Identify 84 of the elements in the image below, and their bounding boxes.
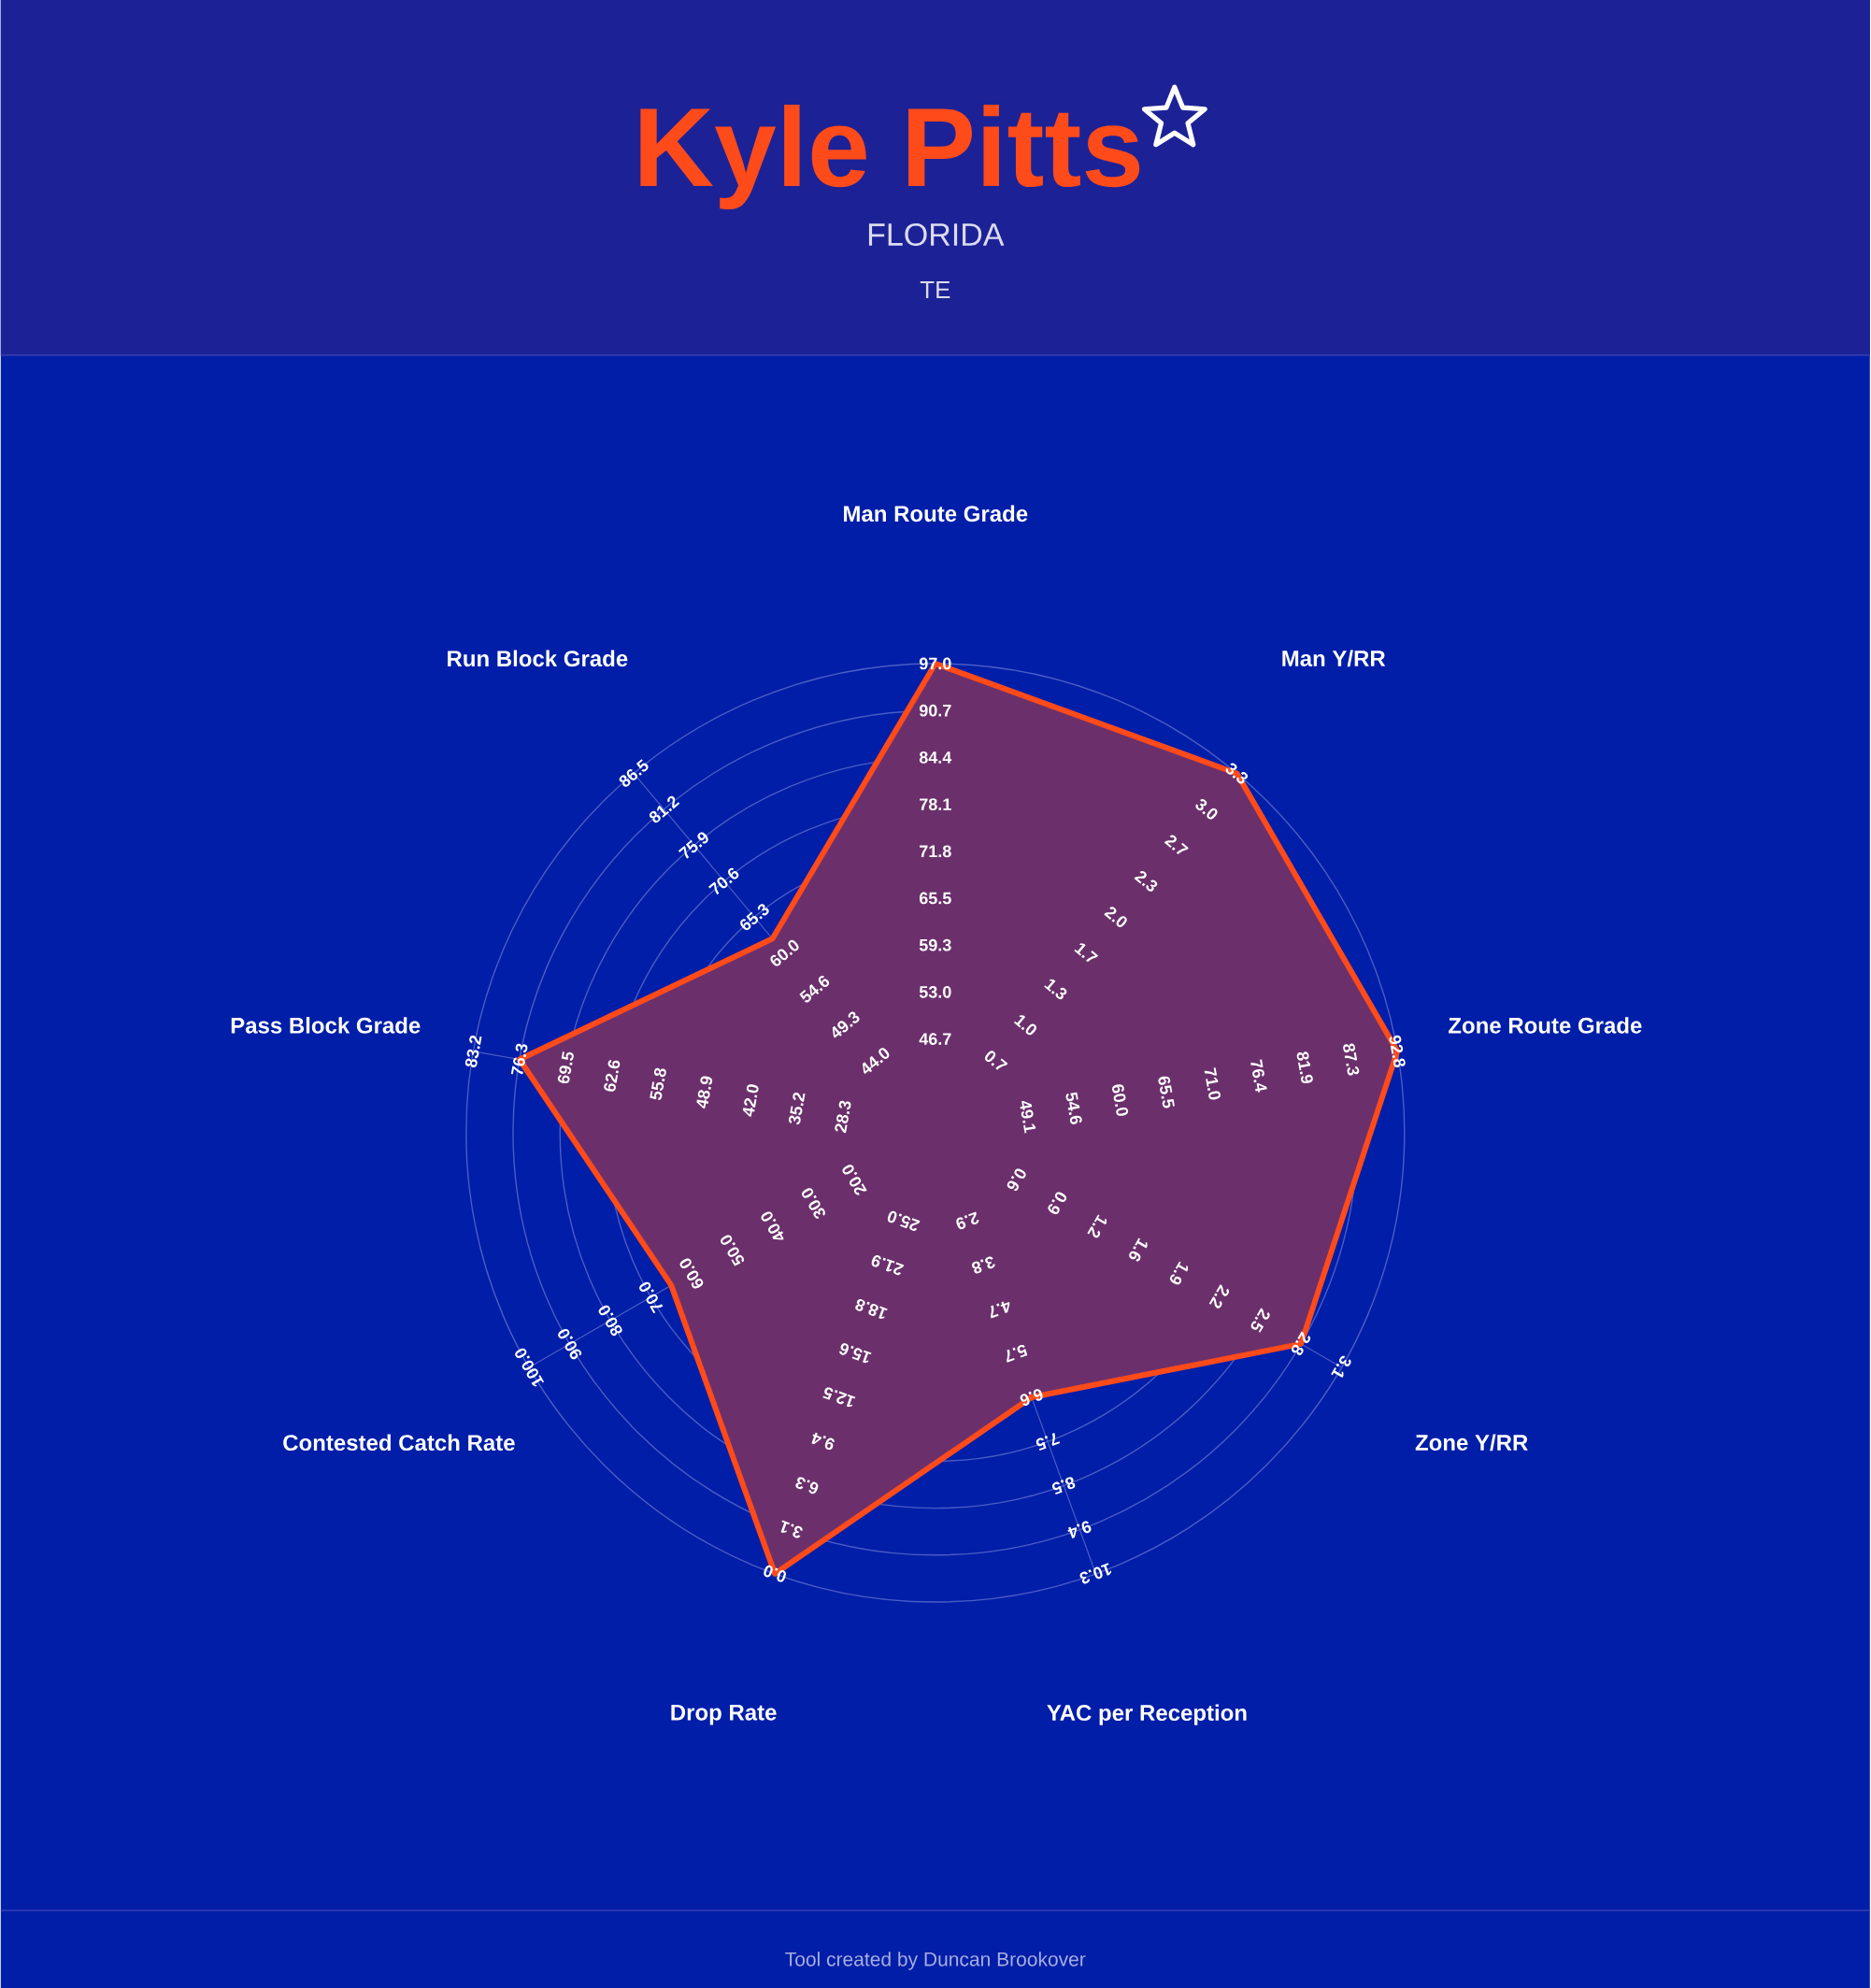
text: 86.5 [619,759,649,787]
text: 71.0 [1204,1067,1221,1100]
text: 90.7 [920,704,951,717]
text: 71.8 [920,845,951,858]
text: 2.0 [1104,907,1127,927]
text: Tool created by Duncan Brookover [785,1952,1086,1970]
text: 65.5 [920,892,952,905]
text: 62.6 [604,1060,621,1092]
text: 54.6 [799,976,830,1003]
text: 75.9 [678,832,708,859]
spoke-label: Zone Y/RR [1415,1434,1529,1452]
text: 84.4 [920,751,952,764]
text: 3.0 [1195,798,1218,820]
text: 0.7 [985,1051,1008,1070]
text: TE [920,281,950,298]
text: 2.7 [1164,835,1190,855]
text: 3.3 [1225,763,1249,784]
text: 4.7 [991,1301,1010,1319]
text: 53.0 [920,985,951,998]
text: 3.1 [780,1520,803,1538]
text: 49.3 [833,1011,860,1038]
text: 48.9 [696,1076,713,1109]
text: 46.7 [919,1033,951,1045]
text: 18.8 [855,1298,888,1320]
text: 87.3 [1343,1043,1360,1076]
text: 9.4 [811,1432,836,1451]
chart-title: Kyle Pitts [640,105,1140,209]
text: 44.0 [863,1048,890,1074]
text: 1.9 [1170,1261,1189,1285]
text: 76.3 [511,1043,528,1075]
chart-subtitle: FLORIDA [869,222,1005,247]
text: 59.3 [920,938,951,951]
text: 70.6 [708,867,739,895]
text: 8.5 [1052,1477,1076,1495]
spoke-label: Zone Route Grade [1449,1017,1642,1034]
text: 15.6 [839,1343,872,1364]
text: 2.8 [1292,1331,1311,1355]
text: 81.9 [1296,1051,1314,1084]
text: 9.4 [1067,1521,1092,1539]
text: 65.5 [1158,1076,1176,1108]
text: 5.7 [1007,1344,1028,1363]
text: 2.2 [1208,1284,1230,1309]
text: 6.3 [795,1477,819,1495]
text: 81.2 [650,795,680,823]
text: 1.0 [1014,1015,1037,1036]
text: 60.0 [1112,1084,1129,1116]
text: 42.0 [743,1084,759,1117]
text: 69.5 [558,1051,575,1084]
text: 6.6 [1020,1389,1043,1406]
spoke-label: Drop Rate [671,1704,777,1725]
text: 54.6 [1065,1092,1082,1124]
text: 1.2 [1087,1214,1107,1238]
text: 49.1 [1020,1100,1036,1134]
text: 3.8 [972,1256,995,1274]
text: 55.8 [650,1067,666,1100]
text: 7.5 [1035,1433,1061,1451]
text: 92.8 [1389,1035,1406,1068]
text: 1.7 [1074,943,1099,963]
text: 35.2 [789,1092,806,1125]
text: 12.5 [822,1387,856,1408]
text: 83.2 [465,1035,482,1068]
spoke-label: Man Route Grade [844,505,1028,522]
text: 0.6 [1007,1168,1026,1192]
text: 3.1 [1331,1355,1351,1379]
text: 1.6 [1129,1237,1148,1262]
text: 28.3 [835,1100,851,1134]
spoke-label: Run Block Grade [448,650,628,667]
text: 78.1 [920,798,952,810]
spoke-label: YAC per Reception [1047,1704,1247,1725]
spoke-label: Pass Block Grade [232,1017,421,1034]
text: 2.9 [956,1211,979,1230]
text: 21.9 [871,1255,905,1276]
text: 76.4 [1250,1059,1267,1093]
text: 10.3 [1079,1563,1112,1584]
spoke-label: Contested Catch Rate [283,1434,515,1452]
text: 65.3 [740,904,769,931]
spoke-label: Man Y/RR [1282,650,1386,667]
text: 1.3 [1044,979,1067,1000]
text: 0.9 [1048,1192,1067,1215]
text: 2.3 [1134,870,1158,892]
text: 2.5 [1250,1308,1270,1333]
text: 25.0 [888,1210,921,1231]
text: 60.0 [770,939,799,966]
text: 0.0 [764,1565,787,1582]
